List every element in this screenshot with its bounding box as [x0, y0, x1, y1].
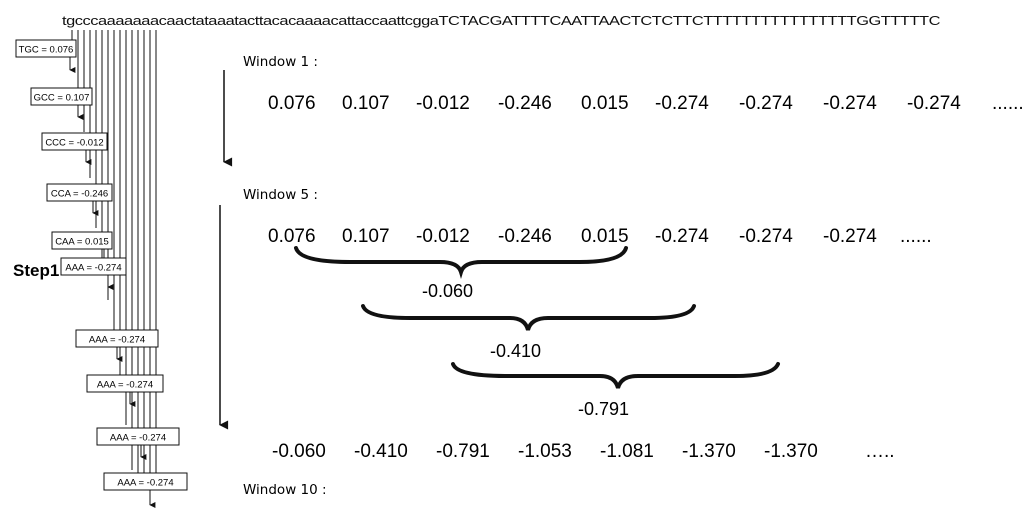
window-5-value: 0.076: [268, 226, 316, 247]
window-10-value: -1.053: [518, 441, 572, 462]
window-1-value: -0.012: [416, 93, 470, 114]
window-1-value: -0.274: [907, 93, 961, 114]
window-10-values: -0.060 -0.410 -0.791 -1.053 -1.081 -1.37…: [272, 441, 895, 462]
window-5-value: -0.274: [739, 226, 793, 247]
window-5-value: -0.274: [823, 226, 877, 247]
svg-text:AAA = -0.274: AAA = -0.274: [65, 263, 121, 274]
svg-text:CAA = 0.015: CAA = 0.015: [55, 237, 109, 248]
window-1-value: -0.274: [823, 93, 877, 114]
svg-text:AAA = -0.274: AAA = -0.274: [97, 380, 153, 391]
trinucleotide-box-7: AAA = -0.274: [75, 329, 159, 362]
window-5-value: 0.107: [342, 226, 390, 247]
trinucleotide-box-9: AAA = -0.274: [96, 427, 180, 460]
window-10-value: -0.791: [436, 441, 490, 462]
trinucleotide-box-2: GCC = 0.107: [30, 87, 93, 120]
curly-brace-2: [361, 304, 696, 331]
window-1-value: -0.274: [739, 93, 793, 114]
window-10-value: -0.060: [272, 441, 326, 462]
window-10-value: -1.370: [682, 441, 736, 462]
window-1-label: Window 1 :: [243, 54, 318, 70]
window-1-value: 0.107: [342, 93, 390, 114]
window-5-label: Window 5 :: [243, 187, 318, 203]
curly-brace-1: [294, 246, 628, 279]
trinucleotide-box-4: CCA = -0.246: [46, 183, 113, 216]
window-10-value: …..: [865, 441, 895, 462]
dna-sequence: tgcccaaaaaaacaactataaatacttacacaaaacatta…: [62, 14, 940, 28]
svg-text:AAA = -0.274: AAA = -0.274: [110, 433, 166, 444]
trinucleotide-box-3: CCC = -0.012: [41, 132, 108, 165]
svg-text:CCA = -0.246: CCA = -0.246: [51, 189, 108, 200]
trinucleotide-box-8: AAA = -0.274: [86, 374, 164, 407]
window-10-value: -0.410: [354, 441, 408, 462]
svg-text:AAA = -0.274: AAA = -0.274: [89, 335, 145, 346]
svg-text:CCC = -0.012: CCC = -0.012: [45, 138, 103, 149]
window-1-value: 0.015: [581, 93, 629, 114]
window-5-value: -0.274: [655, 226, 709, 247]
step-label: Step1: [13, 261, 59, 280]
svg-text:TGC = 0.076: TGC = 0.076: [19, 45, 74, 56]
window-1-value: ......: [992, 93, 1024, 114]
trinucleotide-box-5: CAA = 0.015: [51, 231, 113, 266]
window-5-value: -0.246: [498, 226, 552, 247]
window-5-values: 0.076 0.107 -0.012 -0.246 0.015 -0.274 -…: [268, 226, 932, 247]
brace-sum-1: -0.060: [422, 281, 473, 301]
svg-text:AAA = -0.274: AAA = -0.274: [117, 478, 173, 489]
brace-sum-3: -0.791: [578, 399, 629, 419]
curly-brace-3: [451, 362, 780, 389]
window-10-label: Window 10 :: [243, 482, 327, 498]
window-1-value: -0.246: [498, 93, 552, 114]
trinucleotide-box-6: AAA = -0.274: [60, 257, 127, 290]
window-1-value: 0.076: [268, 93, 316, 114]
window-5-value: 0.015: [581, 226, 629, 247]
trinucleotide-box-1: TGC = 0.076: [15, 39, 77, 73]
window-5-value: -0.012: [416, 226, 470, 247]
window-10-value: -1.370: [764, 441, 818, 462]
window-10-value: -1.081: [600, 441, 654, 462]
trinucleotide-box-10: AAA = -0.274: [103, 472, 188, 508]
brace-sum-2: -0.410: [490, 341, 541, 361]
window-5-value: ......: [900, 226, 932, 247]
window-1-values: 0.076 0.107 -0.012 -0.246 0.015 -0.274 -…: [268, 93, 1024, 114]
window-1-value: -0.274: [655, 93, 709, 114]
svg-text:GCC = 0.107: GCC = 0.107: [34, 93, 90, 104]
